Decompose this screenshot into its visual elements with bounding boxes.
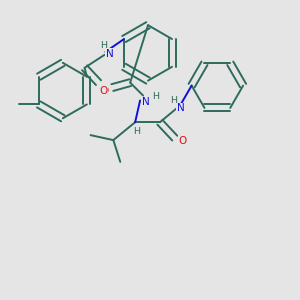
Text: H: H bbox=[133, 127, 140, 136]
Text: H: H bbox=[170, 96, 177, 105]
Text: O: O bbox=[100, 85, 109, 96]
Text: O: O bbox=[99, 85, 108, 96]
Text: H: H bbox=[152, 92, 159, 101]
Text: H: H bbox=[100, 41, 107, 50]
Text: N: N bbox=[142, 98, 150, 107]
Text: N: N bbox=[177, 103, 184, 113]
Text: N: N bbox=[106, 49, 113, 59]
Text: O: O bbox=[178, 136, 187, 146]
